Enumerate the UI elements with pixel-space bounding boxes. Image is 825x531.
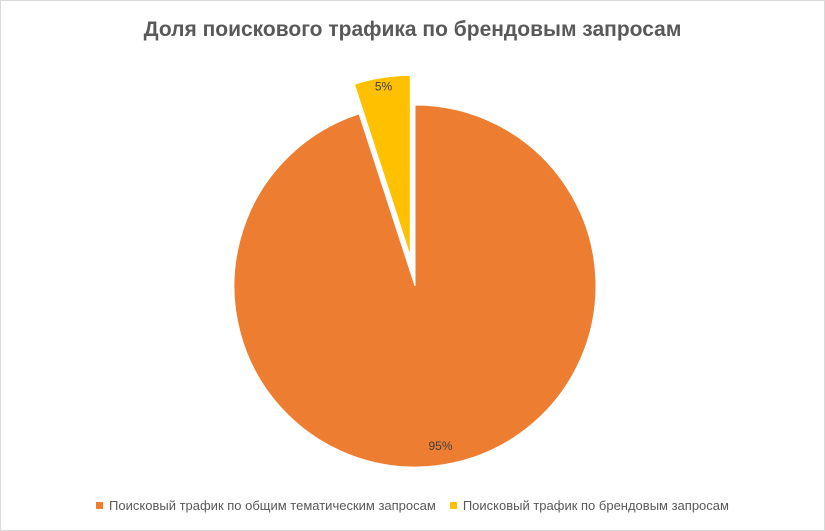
data-label-brand: 5% [375,80,393,94]
legend-swatch-brand [449,502,457,509]
legend: Поисковый трафик по общим тематическим з… [1,498,824,513]
legend-item-brand[interactable]: Поисковый трафик по брендовым запросам [449,498,729,513]
legend-item-general[interactable]: Поисковый трафик по общим тематическим з… [96,498,436,513]
chart-title: Доля поискового трафика по брендовым зап… [143,18,682,41]
legend-label-brand: Поисковый трафик по брендовым запросам [462,498,729,513]
data-label-general: 95% [428,439,452,453]
pie-slice-brand[interactable] [353,74,411,257]
legend-swatch-general [96,502,104,509]
pie-slice-general[interactable] [233,104,597,468]
legend-label-general: Поисковый трафик по общим тематическим з… [109,498,436,513]
